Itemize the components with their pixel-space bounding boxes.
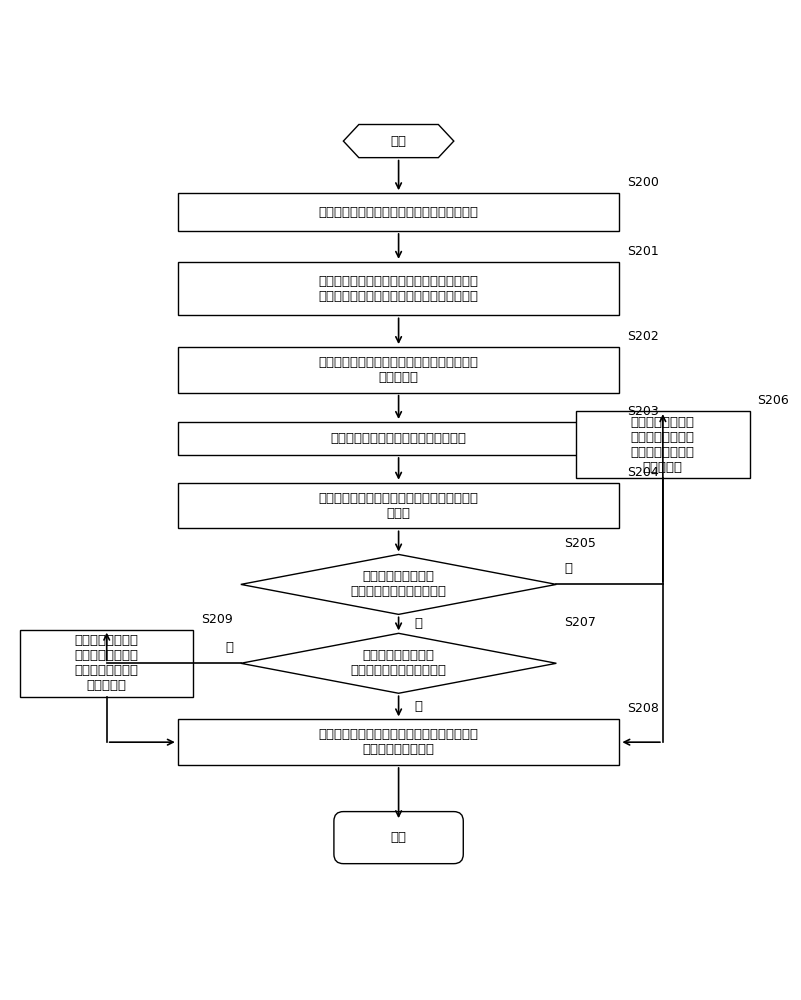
Text: 根据预设算法和预设硬盘运行参数阈值，对硬
盘运行参数进行分析，得到硬盘故障预测结果: 根据预设算法和预设硬盘运行参数阈值，对硬 盘运行参数进行分析，得到硬盘故障预测结… — [319, 275, 478, 303]
Text: S202: S202 — [627, 330, 659, 343]
FancyBboxPatch shape — [576, 411, 750, 478]
Text: 针对存储系统中所存储的数据，计算数据的访
问频率: 针对存储系统中所存储的数据，计算数据的访 问频率 — [319, 492, 478, 520]
Text: S208: S208 — [627, 702, 659, 715]
FancyBboxPatch shape — [178, 262, 619, 315]
Text: 确定数据的数据类
型为温数据类型，
并将数据迁移至磁
盘存储区中: 确定数据的数据类 型为温数据类型， 并将数据迁移至磁 盘存储区中 — [74, 634, 139, 692]
Text: S204: S204 — [627, 466, 659, 479]
Text: S206: S206 — [758, 394, 789, 407]
Text: S205: S205 — [564, 537, 596, 550]
FancyBboxPatch shape — [178, 422, 619, 455]
Text: 否: 否 — [225, 641, 233, 654]
Text: S209: S209 — [201, 613, 233, 626]
Text: 获取与存储系统中的硬盘对应的硬盘运行参数: 获取与存储系统中的硬盘对应的硬盘运行参数 — [319, 206, 478, 219]
FancyBboxPatch shape — [178, 719, 619, 765]
Text: 确定数据的数据类型为热数据类型，并将数据
迁移至闪存存储区中: 确定数据的数据类型为热数据类型，并将数据 迁移至闪存存储区中 — [319, 728, 478, 756]
Text: S203: S203 — [627, 405, 659, 418]
Polygon shape — [344, 125, 454, 158]
Text: S201: S201 — [627, 245, 659, 258]
FancyBboxPatch shape — [20, 630, 194, 697]
FancyBboxPatch shape — [178, 483, 619, 528]
Text: S207: S207 — [564, 616, 596, 629]
Text: 开始: 开始 — [391, 135, 407, 148]
Text: 判断数据的访问频率
是否小于第一预设频率阈值: 判断数据的访问频率 是否小于第一预设频率阈值 — [351, 570, 447, 598]
Text: 判断数据的访问频率
是否大于第二预设频率阈值: 判断数据的访问频率 是否大于第二预设频率阈值 — [351, 649, 447, 677]
FancyBboxPatch shape — [178, 347, 619, 393]
Text: 依据硬盘故障预测结果，对预测故障的硬盘进
行数据迁移: 依据硬盘故障预测结果，对预测故障的硬盘进 行数据迁移 — [319, 356, 478, 384]
Polygon shape — [241, 554, 557, 614]
FancyBboxPatch shape — [178, 193, 619, 231]
FancyBboxPatch shape — [334, 812, 463, 864]
Polygon shape — [241, 633, 557, 693]
Text: 是: 是 — [564, 562, 572, 575]
Text: 将预测故障的硬盘添加至故障黑名单中: 将预测故障的硬盘添加至故障黑名单中 — [331, 432, 467, 445]
Text: S200: S200 — [627, 176, 659, 189]
Text: 是: 是 — [414, 700, 422, 713]
Text: 否: 否 — [414, 617, 422, 630]
Text: 结束: 结束 — [391, 831, 407, 844]
Text: 确定数据的数据类
型为冷数据类型，
并将数据迁移至磁
带存储区中: 确定数据的数据类 型为冷数据类型， 并将数据迁移至磁 带存储区中 — [631, 416, 694, 474]
